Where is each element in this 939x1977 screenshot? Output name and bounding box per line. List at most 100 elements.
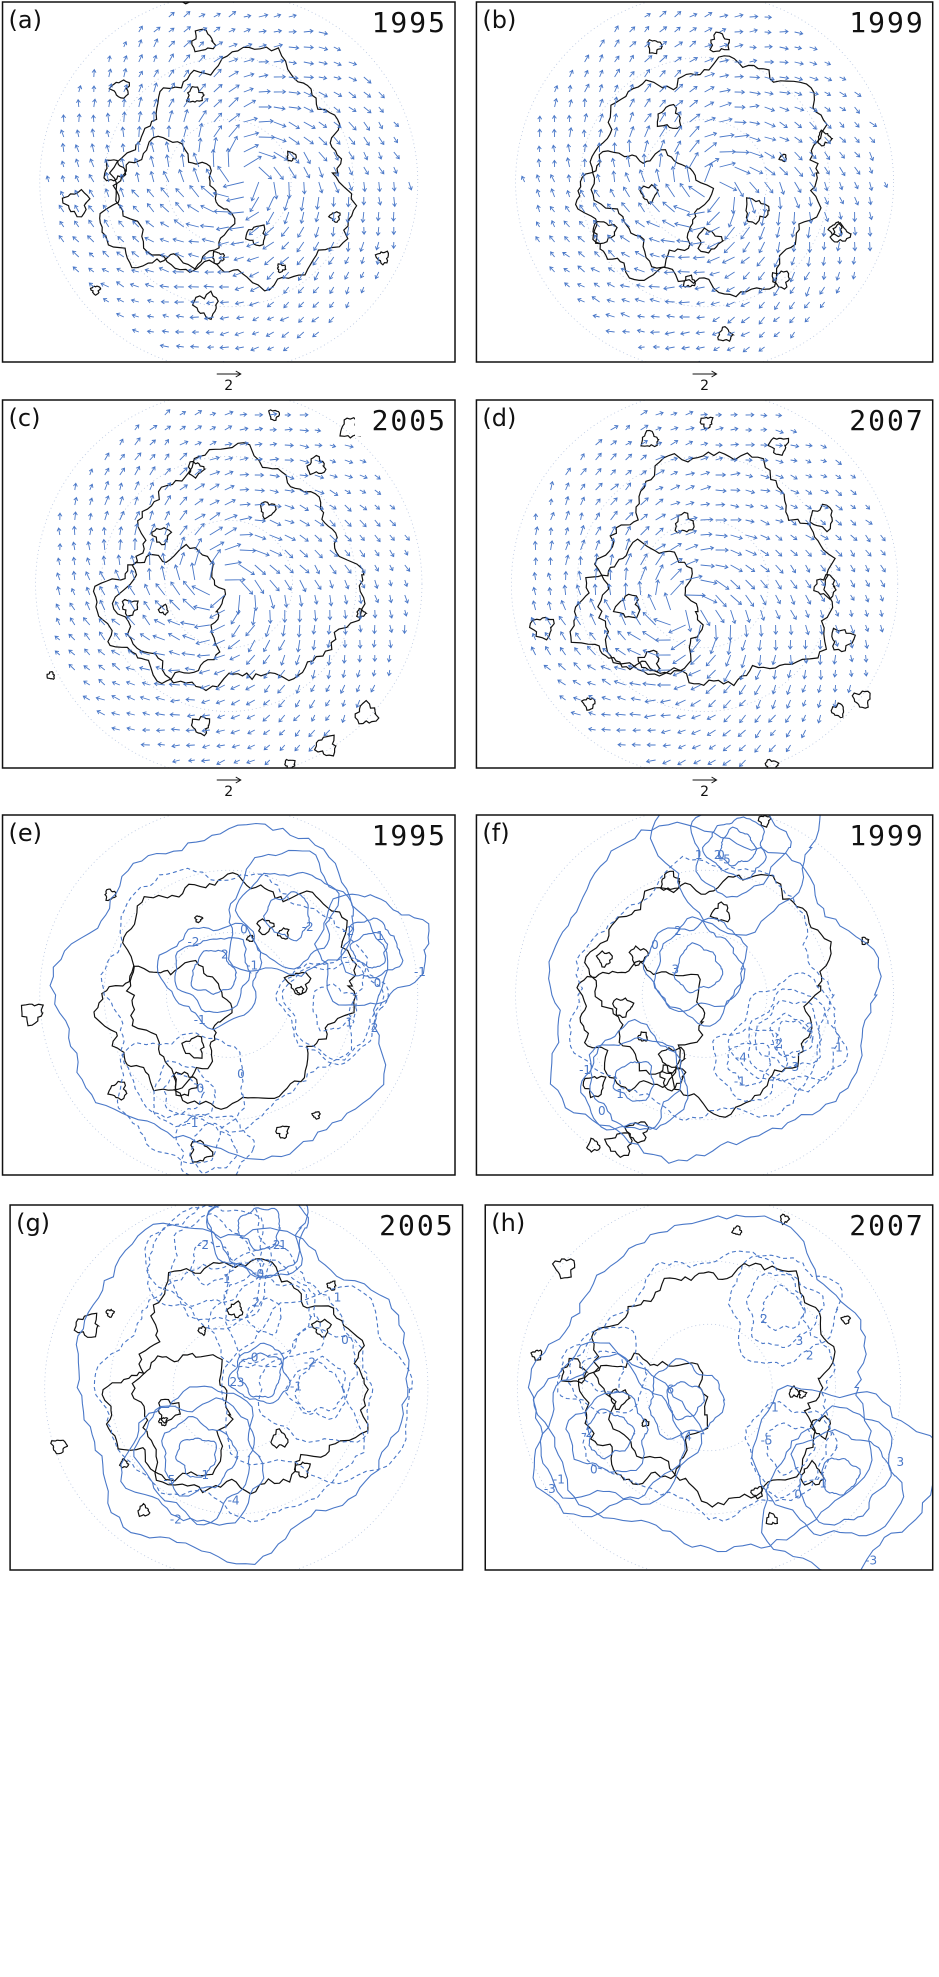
wind-vector: [60, 190, 65, 198]
wind-vector: [849, 639, 855, 649]
wind-vector: [224, 560, 242, 566]
wind-vector: [566, 143, 572, 153]
contour-line: [727, 972, 849, 1093]
wind-vector: [314, 428, 322, 433]
wind-vector: [189, 314, 199, 320]
wind-vector: [634, 250, 645, 258]
wind-vector: [760, 488, 771, 494]
wind-vector: [689, 113, 701, 123]
wind-vector: [755, 729, 761, 739]
wind-vector: [764, 44, 773, 50]
wind-vector: [582, 143, 588, 153]
wind-vector: [724, 226, 735, 241]
wind-vector: [727, 316, 735, 324]
wind-vector: [279, 316, 289, 322]
wind-vector: [749, 196, 757, 214]
wind-vector: [357, 639, 363, 649]
wind-vector: [284, 564, 294, 574]
wind-vector: [284, 549, 294, 559]
island: [767, 437, 790, 457]
wind-vector: [185, 222, 199, 228]
wind-vector: [580, 539, 586, 551]
wind-vector: [363, 76, 372, 84]
wind-vector: [312, 286, 320, 294]
wind-vector: [326, 654, 332, 666]
wind-vector: [73, 496, 79, 506]
wind-vector: [392, 196, 397, 208]
wind-vector: [835, 286, 840, 294]
wind-vector: [738, 759, 746, 767]
wind-vector: [739, 714, 746, 724]
contour-line: [580, 1018, 689, 1131]
wind-vector: [722, 759, 731, 766]
wind-vector: [659, 26, 668, 33]
wind-vector: [809, 106, 818, 112]
wind-vector: [119, 438, 124, 446]
wind-vector: [333, 75, 342, 81]
wind-vector: [146, 314, 154, 319]
wind-vector: [273, 106, 286, 111]
wind-vector: [224, 542, 242, 551]
wind-vector: [314, 579, 322, 590]
wind-vector: [676, 238, 690, 244]
wind-vector: [55, 603, 61, 611]
wind-vector: [704, 226, 720, 236]
wind-vector: [589, 631, 596, 641]
wind-vector: [599, 113, 604, 123]
wind-vector: [719, 132, 735, 138]
wind-vector: [209, 541, 225, 551]
contour-label: -1: [553, 1473, 565, 1487]
wind-vector: [288, 105, 302, 111]
wind-vector: [130, 569, 136, 581]
wind-vector: [102, 233, 110, 243]
wind-vector: [745, 442, 756, 448]
wind-vector: [601, 727, 611, 732]
wind-vector: [722, 729, 731, 737]
island: [374, 250, 390, 266]
wind-vector: [745, 473, 754, 479]
wind-vector: [721, 256, 735, 264]
wind-vector: [809, 91, 819, 96]
wind-vector: [852, 241, 858, 252]
wind-vector: [779, 121, 788, 128]
island: [659, 1064, 687, 1092]
wind-vector: [344, 444, 354, 449]
wind-vector: [206, 344, 214, 350]
wind-vector: [224, 456, 234, 461]
coastline: [99, 135, 236, 270]
wind-vector: [56, 527, 62, 536]
wind-vector: [673, 204, 690, 213]
wind-vector: [299, 428, 310, 433]
wind-vector: [819, 301, 825, 309]
wind-vector: [230, 729, 240, 735]
wind-vector: [219, 331, 229, 337]
wind-vector: [159, 237, 169, 243]
wind-vector: [90, 143, 95, 153]
wind-vector: [595, 482, 603, 491]
wind-vector: [233, 759, 241, 764]
wind-vector: [835, 271, 841, 281]
wind-vector: [715, 547, 729, 553]
wind-vector: [785, 729, 791, 738]
wind-vector: [348, 106, 357, 113]
wind-vector: [533, 513, 539, 521]
contour-line: [642, 917, 748, 1027]
wind-vector: [329, 301, 335, 309]
wind-vector: [854, 106, 860, 114]
panel-frame: [475, 399, 934, 769]
wind-vector: [313, 241, 320, 252]
island: [306, 454, 327, 476]
wind-vector: [269, 441, 278, 447]
wind-vector: [606, 298, 615, 303]
wind-vector: [595, 498, 601, 506]
wind-vector: [198, 27, 208, 33]
wind-vector: [311, 316, 320, 323]
wind-vector: [239, 515, 253, 521]
wind-vector: [745, 549, 758, 556]
wind-vector: [730, 426, 739, 432]
wind-vector: [389, 549, 395, 558]
contour-label: 2: [221, 948, 229, 962]
wind-vector: [648, 284, 660, 289]
wind-vector: [595, 467, 602, 476]
wind-vector: [119, 510, 125, 521]
